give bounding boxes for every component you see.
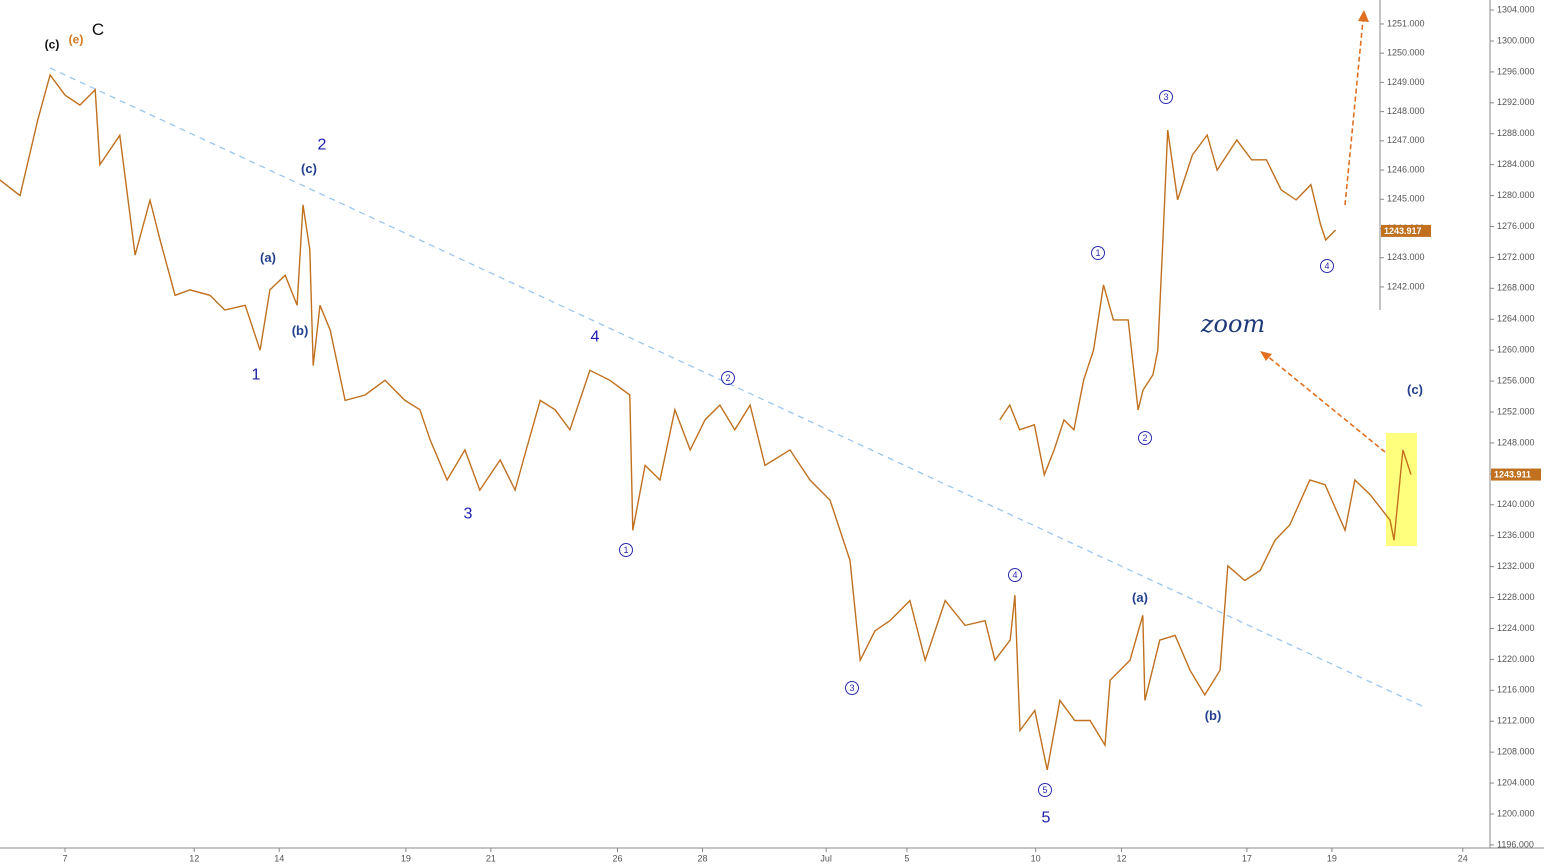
wave-circle xyxy=(1091,246,1105,260)
y-tick-label: 1284.000 xyxy=(1497,159,1535,169)
wave-circle xyxy=(1159,90,1173,104)
projection-arrow xyxy=(1344,19,1364,206)
price-line xyxy=(999,129,1337,478)
price-line xyxy=(0,73,1412,771)
wave-label: 2 xyxy=(1142,433,1147,443)
x-tick-label: 5 xyxy=(904,853,909,863)
y-tick-label: 1240.000 xyxy=(1497,499,1535,509)
x-tick-label: 26 xyxy=(612,853,622,863)
wave-circle xyxy=(1320,259,1334,273)
wave-label: (a) xyxy=(260,250,276,265)
wave-label: (b) xyxy=(1205,708,1222,723)
y-tick-label: 1248.000 xyxy=(1387,106,1425,116)
wave-circle xyxy=(619,543,633,557)
x-tick-label: 7 xyxy=(63,853,68,863)
y-tick-label: 1260.000 xyxy=(1497,345,1535,355)
wave-label: (c) xyxy=(1407,382,1423,397)
x-tick-label: 21 xyxy=(486,853,496,863)
wave-label: (a) xyxy=(1132,590,1148,605)
x-tick-label: 19 xyxy=(1327,853,1337,863)
y-tick-label: 1280.000 xyxy=(1497,190,1535,200)
wave-label: 3 xyxy=(1163,92,1168,102)
y-tick-label: 1216.000 xyxy=(1497,685,1535,695)
last-price-tag xyxy=(1381,224,1431,237)
y-tick-label: 1292.000 xyxy=(1497,97,1535,107)
wave-label: C xyxy=(92,20,104,39)
arrow-head xyxy=(1358,10,1369,22)
wave-label: 5 xyxy=(1042,785,1047,795)
wave-label: 3 xyxy=(464,506,473,523)
x-tick-label: 17 xyxy=(1242,853,1252,863)
wave-label: 2 xyxy=(725,373,730,383)
y-tick-label: 1288.000 xyxy=(1497,128,1535,138)
y-tick-label: 1252.000 xyxy=(1497,406,1535,416)
y-tick-label: 1256.000 xyxy=(1497,375,1535,385)
wave-label: 4 xyxy=(1012,570,1017,580)
last-price-label: 1243.911 xyxy=(1494,469,1531,479)
y-tick-label: 1220.000 xyxy=(1497,654,1535,664)
y-tick-label: 1236.000 xyxy=(1497,530,1535,540)
wave-label: 5 xyxy=(1042,810,1051,827)
wave-label: (e) xyxy=(69,33,84,47)
y-tick-label: 1264.000 xyxy=(1497,314,1535,324)
y-tick-label: 1232.000 xyxy=(1497,561,1535,571)
last-price-label: 1243.917 xyxy=(1384,226,1422,236)
highlight-box xyxy=(1386,433,1417,546)
y-tick-label: 1228.000 xyxy=(1497,592,1535,602)
wave-label: (b) xyxy=(292,323,309,338)
x-tick-label: 28 xyxy=(697,853,707,863)
y-tick-label: 1250.000 xyxy=(1387,48,1425,58)
wave-label: 1 xyxy=(623,545,628,555)
wave-circle xyxy=(721,371,735,385)
wave-label: 1 xyxy=(252,367,261,384)
wave-label: zoom xyxy=(1200,310,1265,338)
y-tick-label: 1245.000 xyxy=(1387,194,1425,204)
y-tick-label: 1248.000 xyxy=(1497,437,1535,447)
wave-circle xyxy=(1008,568,1022,582)
y-tick-label: 1247.000 xyxy=(1387,135,1425,145)
wave-label: (c) xyxy=(45,38,60,52)
arrow-head xyxy=(1260,351,1272,361)
y-tick-label: 1200.000 xyxy=(1497,808,1535,818)
x-tick-label: 14 xyxy=(274,853,284,863)
x-tick-label: 10 xyxy=(1031,853,1041,863)
x-tick-label: 24 xyxy=(1458,853,1468,863)
wave-circle xyxy=(1038,783,1052,797)
wave-circle xyxy=(1138,431,1152,445)
x-tick-label: 19 xyxy=(401,853,411,863)
y-tick-label: 1296.000 xyxy=(1497,66,1535,76)
wave-label: 4 xyxy=(1324,261,1329,271)
wave-label: 2 xyxy=(318,137,327,154)
y-tick-label: 1304.000 xyxy=(1497,4,1535,14)
y-tick-label: 1243.000 xyxy=(1387,252,1425,262)
y-tick-label: 1246.000 xyxy=(1387,164,1425,174)
y-tick-label: 1224.000 xyxy=(1497,623,1535,633)
y-tick-label: 1272.000 xyxy=(1497,252,1535,262)
zoom-arrow xyxy=(1265,354,1386,453)
y-tick-label: 1196.000 xyxy=(1497,839,1534,849)
y-tick-label: 1208.000 xyxy=(1497,747,1535,757)
y-tick-label: 1212.000 xyxy=(1497,716,1535,726)
trend-line xyxy=(49,67,1423,707)
y-tick-label: 1300.000 xyxy=(1497,35,1535,45)
wave-label: 1 xyxy=(1095,248,1100,258)
x-tick-label: Jul xyxy=(820,853,832,863)
wave-label: 3 xyxy=(849,683,854,693)
last-price-tag xyxy=(1491,468,1541,481)
wave-label: 4 xyxy=(591,329,600,346)
wave-label: (c) xyxy=(301,161,317,176)
y-tick-label: 1242.000 xyxy=(1387,281,1425,291)
y-tick-label: 1251.000 xyxy=(1387,18,1425,28)
wave-circle xyxy=(845,681,859,695)
y-tick-label: 1268.000 xyxy=(1497,283,1535,293)
x-tick-label: 12 xyxy=(189,853,199,863)
x-tick-label: 12 xyxy=(1117,853,1127,863)
y-tick-label: 1276.000 xyxy=(1497,221,1535,231)
y-tick-label: 1204.000 xyxy=(1497,777,1535,787)
y-tick-label: 1249.000 xyxy=(1387,77,1425,87)
